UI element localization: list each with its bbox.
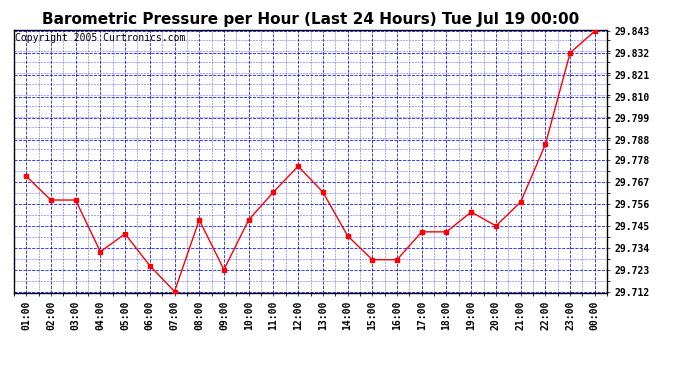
Text: Copyright 2005 Curtronics.com: Copyright 2005 Curtronics.com — [15, 33, 186, 43]
Title: Barometric Pressure per Hour (Last 24 Hours) Tue Jul 19 00:00: Barometric Pressure per Hour (Last 24 Ho… — [42, 12, 579, 27]
